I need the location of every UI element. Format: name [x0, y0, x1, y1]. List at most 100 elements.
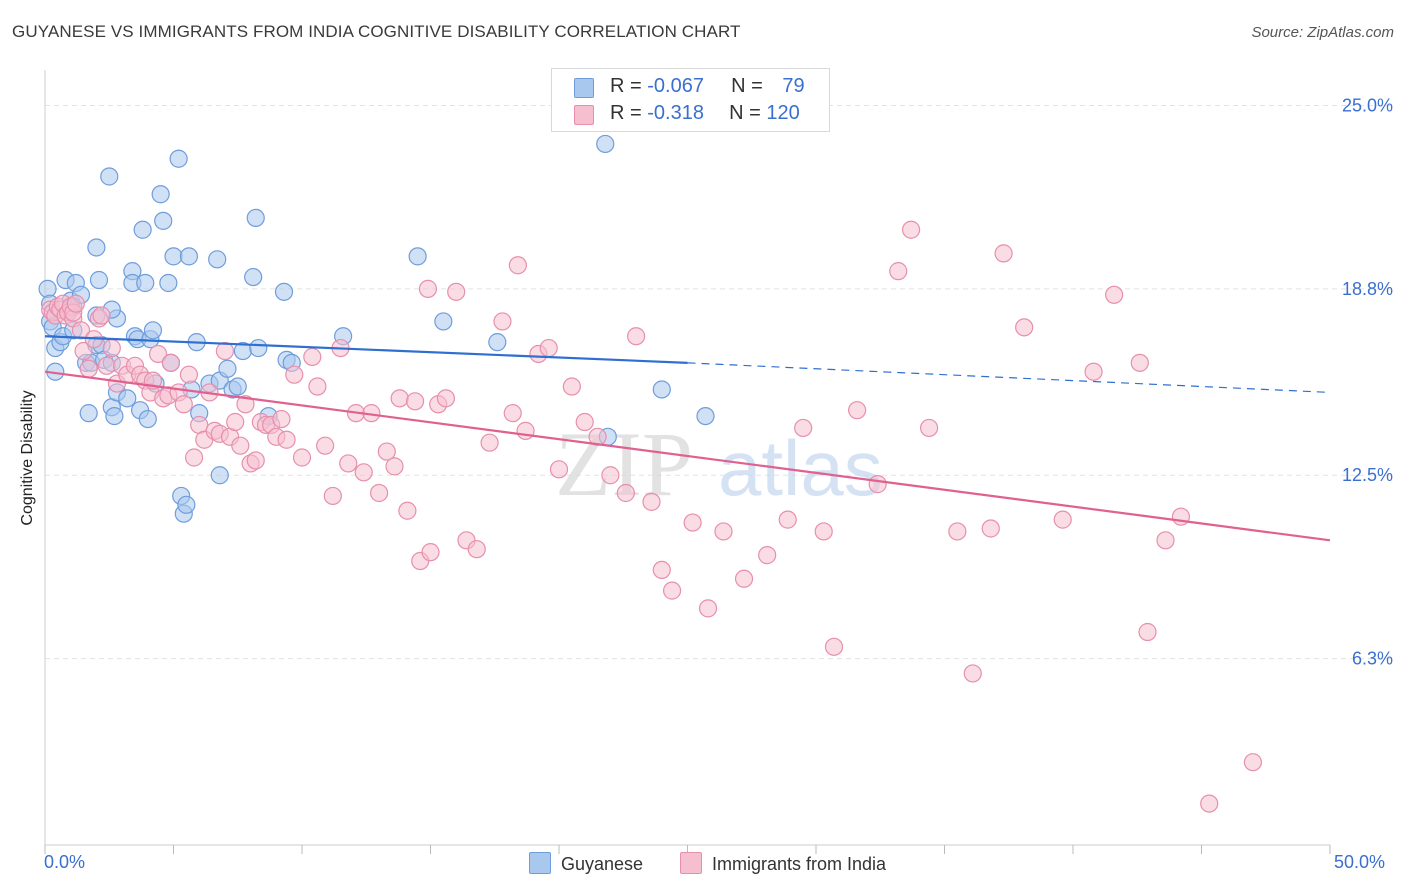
data-point	[601, 466, 620, 485]
data-point	[794, 418, 813, 438]
data-point	[370, 483, 389, 503]
data-point	[848, 401, 867, 420]
y-tick-labels: 6.3% 12.5% 18.8% 25.0%	[1342, 95, 1393, 668]
source-credit: Source: ZipAtlas.com	[1251, 24, 1394, 41]
data-point	[616, 483, 635, 503]
data-point	[436, 389, 456, 408]
data-point	[698, 599, 718, 618]
data-point	[516, 421, 535, 440]
data-point	[97, 356, 116, 375]
data-point	[184, 448, 204, 467]
data-point	[179, 365, 199, 384]
legend-n-label: N =	[729, 102, 767, 124]
data-point	[1130, 353, 1149, 372]
legend-r-label: R =	[610, 102, 648, 124]
data-point	[133, 220, 152, 239]
data-point	[38, 279, 57, 298]
data-point	[626, 327, 646, 346]
data-point	[87, 238, 106, 257]
stats-legend: R = -0.067 N = 79 R = -0.318 N = 120	[551, 68, 830, 132]
data-point	[981, 519, 1000, 538]
data-point	[208, 250, 227, 269]
data-point	[596, 134, 615, 154]
data-point	[102, 338, 121, 358]
data-point	[151, 185, 170, 204]
chart-title: GUYANESE VS IMMIGRANTS FROM INDIA COGNIT…	[12, 22, 741, 41]
data-point	[159, 273, 178, 293]
data-point	[963, 664, 982, 683]
data-point	[696, 406, 715, 426]
data-point	[508, 256, 527, 275]
data-point	[734, 569, 754, 588]
data-point	[148, 344, 168, 364]
data-point	[174, 395, 193, 414]
bottom-legend-swatch-pink	[680, 852, 702, 874]
data-point	[467, 540, 486, 559]
bottom-legend-india: Immigrants from India	[680, 852, 886, 875]
india-points	[41, 220, 1263, 813]
data-point	[218, 359, 237, 378]
bottom-legend-swatch-blue	[529, 852, 551, 874]
data-point	[274, 282, 294, 301]
data-point	[405, 392, 425, 411]
data-point	[390, 389, 409, 408]
data-point	[778, 510, 797, 529]
legend-n-value: 79	[782, 75, 805, 97]
y-tick-label: 6.3%	[1352, 649, 1393, 669]
data-point	[652, 560, 671, 580]
data-point	[398, 501, 417, 520]
guyanese-points	[38, 134, 715, 523]
data-point	[447, 282, 466, 301]
data-point	[503, 404, 522, 423]
data-point	[901, 220, 921, 239]
data-point	[215, 341, 234, 361]
data-point	[814, 522, 833, 541]
data-point	[1200, 794, 1219, 813]
data-point	[575, 412, 594, 432]
data-point	[308, 377, 327, 396]
data-point	[758, 546, 777, 565]
data-point	[92, 306, 111, 325]
data-point	[272, 409, 291, 429]
data-point	[79, 404, 98, 423]
bottom-legend-guyanese: Guyanese	[529, 852, 643, 875]
legend-n-value: 120	[766, 102, 800, 124]
data-point	[66, 294, 85, 313]
y-tick-label: 12.5%	[1342, 465, 1393, 485]
data-point	[249, 338, 268, 358]
data-point	[714, 522, 733, 541]
data-point	[161, 353, 181, 372]
data-point	[562, 377, 581, 396]
data-point	[177, 495, 196, 514]
data-point	[292, 448, 312, 467]
data-point	[385, 457, 404, 476]
data-point	[226, 412, 245, 432]
data-point	[105, 406, 124, 426]
data-point	[1243, 753, 1263, 772]
legend-r-label: R =	[610, 75, 648, 97]
data-point	[285, 365, 304, 384]
data-point	[824, 637, 844, 656]
data-point	[154, 211, 173, 230]
data-point	[136, 273, 155, 293]
gridlines	[45, 104, 1392, 660]
data-point	[1084, 362, 1103, 381]
x-tick-label-max: 50.0%	[1334, 852, 1386, 872]
bottom-legend-label: Immigrants from India	[712, 854, 887, 874]
data-point	[994, 244, 1013, 263]
data-point	[316, 436, 335, 455]
y-tick-label: 25.0%	[1342, 95, 1393, 115]
data-point	[377, 442, 396, 461]
data-point	[488, 333, 507, 352]
data-point	[868, 475, 887, 494]
legend-n-label: N =	[731, 75, 769, 97]
data-point	[246, 208, 265, 228]
data-point	[231, 436, 250, 455]
data-point	[539, 338, 558, 358]
data-point	[652, 380, 671, 399]
data-point	[662, 581, 682, 600]
guyanese-trend-extension	[687, 362, 1331, 394]
data-point	[303, 347, 322, 367]
data-point	[323, 486, 342, 506]
data-point	[408, 247, 427, 266]
